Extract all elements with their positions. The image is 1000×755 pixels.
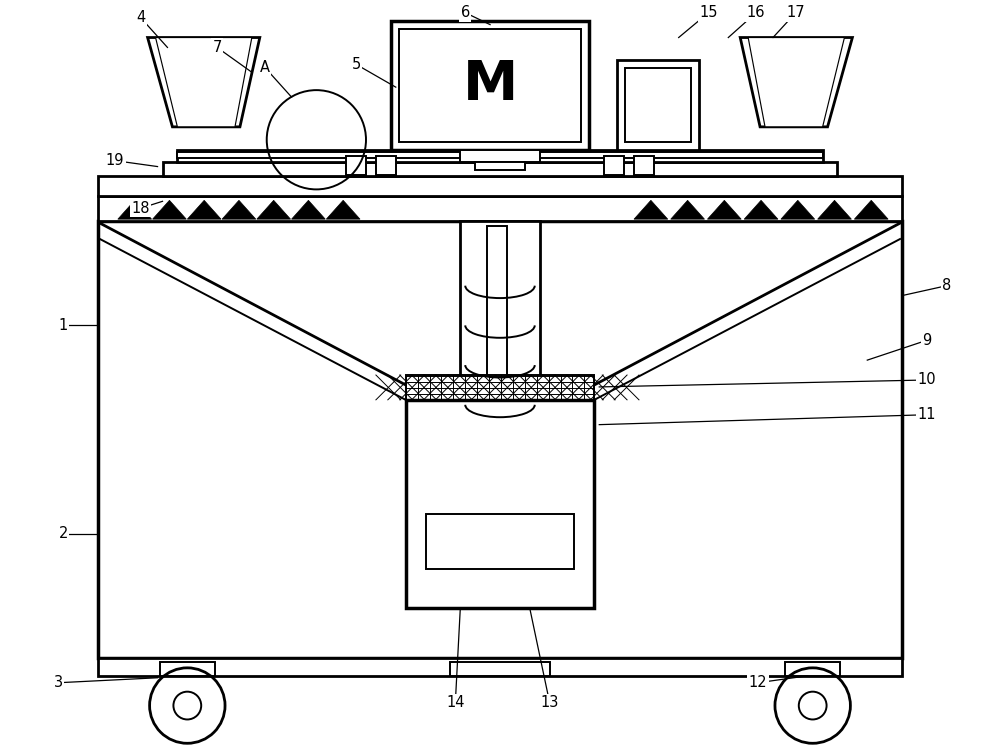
Text: 7: 7 [212,40,222,55]
Text: 13: 13 [540,695,559,710]
Bar [460,149,540,162]
Bar [625,68,691,142]
Text: 9: 9 [922,333,931,348]
Text: 12: 12 [749,675,767,690]
Bar [399,29,581,142]
Bar [487,226,507,390]
Bar [98,177,902,196]
Text: 11: 11 [918,407,936,422]
Bar [604,156,624,174]
Text: 18: 18 [131,201,150,216]
Bar [177,152,823,158]
Polygon shape [818,200,851,219]
Bar [98,658,902,676]
Bar [785,662,840,676]
Text: 6: 6 [461,5,470,20]
Polygon shape [854,200,888,219]
Polygon shape [222,200,256,219]
Polygon shape [153,200,186,219]
Bar [376,156,396,174]
Bar [177,149,823,162]
Text: 3: 3 [54,675,63,690]
Polygon shape [781,200,815,219]
Polygon shape [148,38,260,127]
Polygon shape [257,200,291,219]
Bar [160,662,215,676]
Polygon shape [156,38,252,127]
Polygon shape [187,200,221,219]
Text: 17: 17 [786,5,805,20]
Bar [98,221,902,658]
Bar [163,162,837,177]
Bar [406,375,594,400]
Text: 5: 5 [351,57,361,72]
Bar [617,60,699,149]
Bar [346,156,366,174]
Text: 4: 4 [136,10,145,25]
Bar [634,156,654,174]
Bar [406,400,594,609]
Polygon shape [707,200,741,219]
Bar [426,514,574,569]
Bar [98,196,902,221]
Polygon shape [744,200,778,219]
Bar [460,221,540,385]
Text: 15: 15 [699,5,718,20]
Polygon shape [118,200,152,219]
Text: 19: 19 [106,153,124,168]
Text: 14: 14 [446,695,465,710]
Text: 10: 10 [918,372,936,387]
Bar [450,662,550,676]
Text: M: M [462,58,518,112]
Text: 8: 8 [942,278,951,293]
Bar [475,162,525,170]
Text: A: A [260,60,270,75]
Text: 16: 16 [747,5,765,20]
Polygon shape [292,200,325,219]
Polygon shape [671,200,704,219]
Polygon shape [748,38,844,127]
Text: 1: 1 [59,318,68,333]
Text: 2: 2 [59,526,68,541]
Polygon shape [740,38,852,127]
Polygon shape [634,200,668,219]
Polygon shape [326,200,360,219]
Bar [391,20,589,149]
